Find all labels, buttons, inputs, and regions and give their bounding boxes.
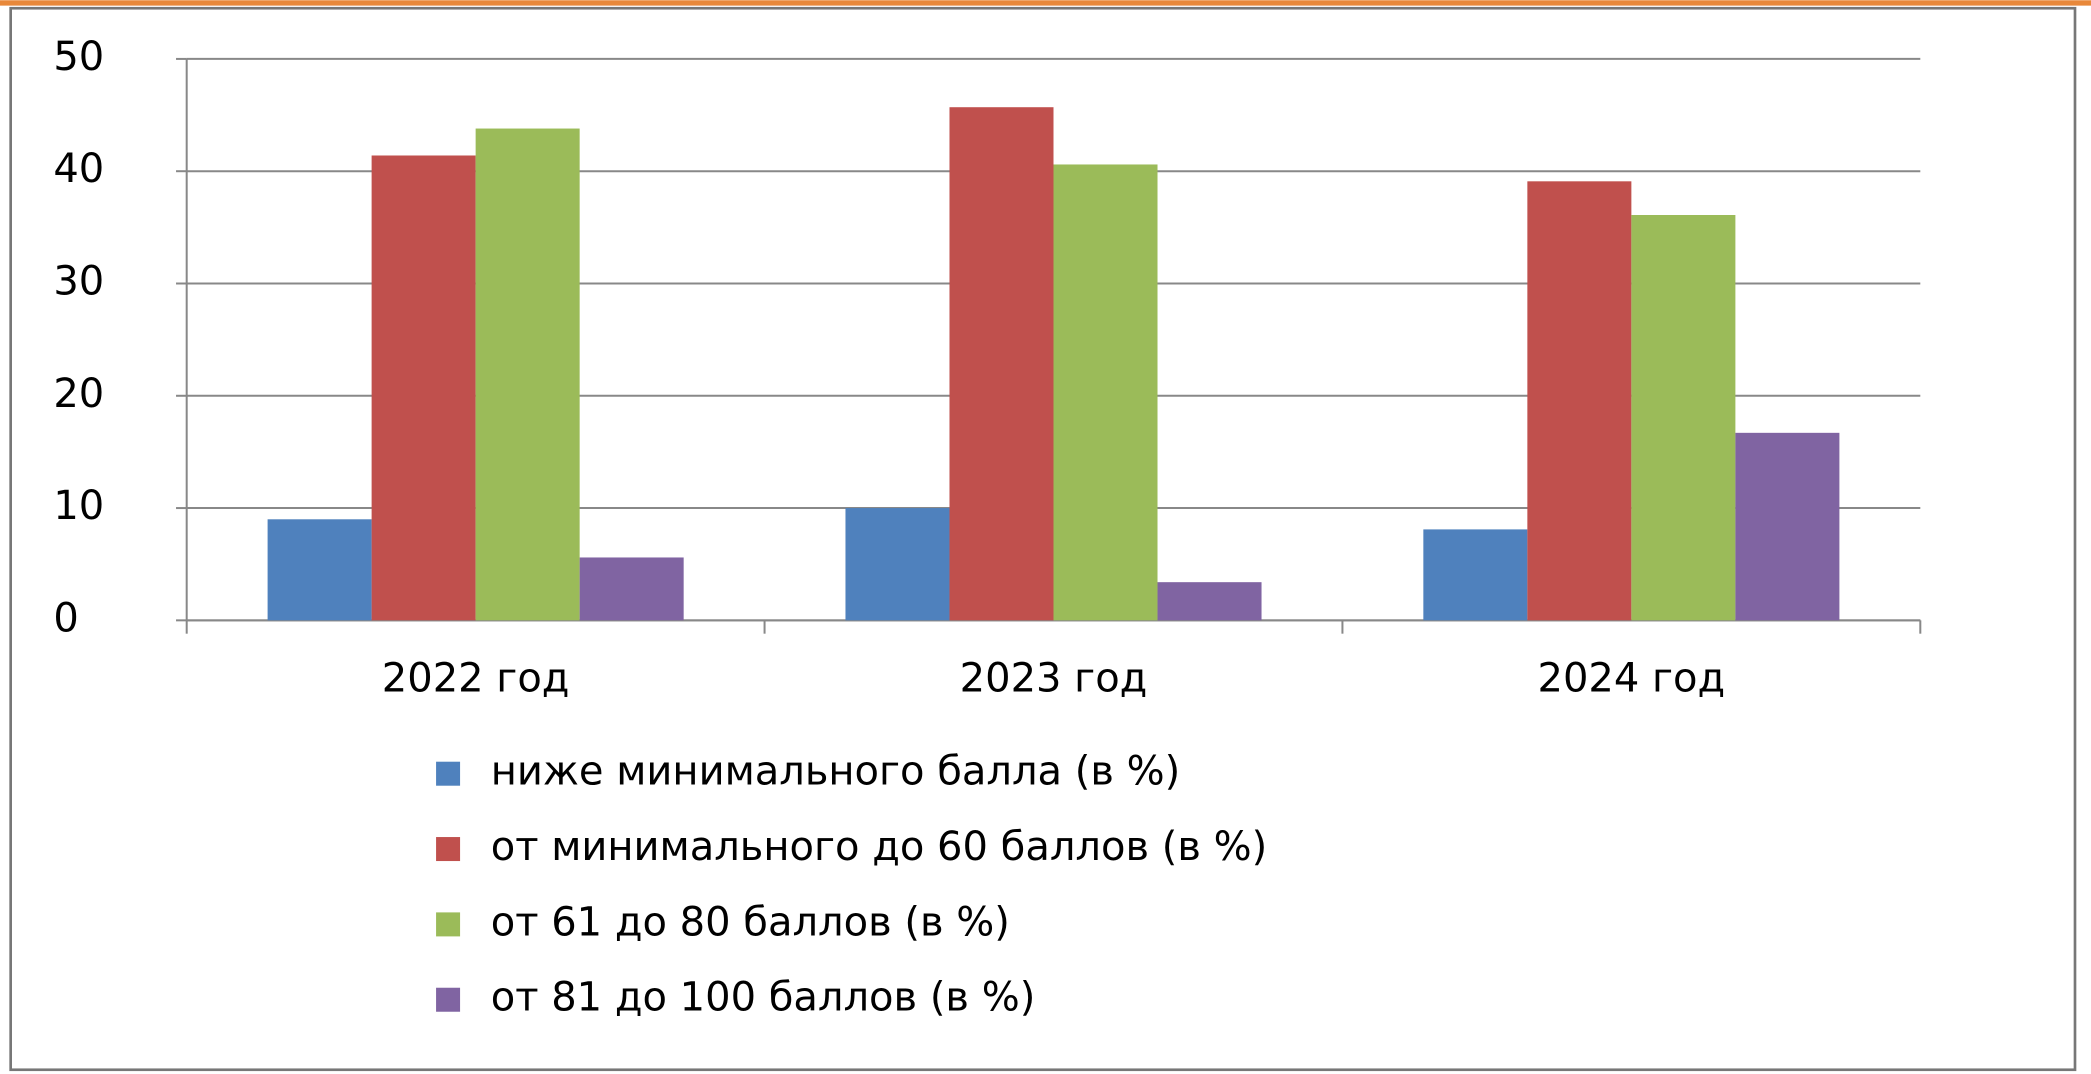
legend-swatch [436, 837, 461, 862]
bar [579, 557, 684, 621]
y-tick-label: 20 [53, 371, 104, 417]
bar [1735, 432, 1840, 621]
legend-label: от минимального до 60 баллов (в %) [491, 824, 1268, 870]
bar [1423, 529, 1528, 621]
bar [1631, 214, 1736, 621]
bar [1157, 582, 1262, 621]
y-tick-label: 50 [53, 34, 104, 80]
bar [475, 128, 580, 621]
bar [1053, 164, 1158, 621]
y-tick-label: 0 [53, 595, 78, 641]
x-tick-label: 2024 год [1538, 655, 1726, 701]
bar [267, 519, 372, 621]
y-tick-label: 10 [53, 483, 104, 529]
bar [1527, 181, 1632, 621]
bar [371, 155, 476, 621]
legend-label: ниже минимального балла (в %) [491, 749, 1181, 795]
bar [845, 508, 950, 621]
x-tick-label: 2022 год [382, 655, 570, 701]
frame [9, 6, 2077, 1072]
legend-swatch [436, 912, 461, 937]
legend-swatch [436, 761, 461, 786]
x-tick-label: 2023 год [960, 655, 1148, 701]
legend-label: от 61 до 80 баллов (в %) [491, 899, 1010, 945]
y-tick-label: 30 [53, 258, 104, 304]
y-tick-label: 40 [53, 146, 104, 192]
bar [949, 107, 1054, 621]
legend-label: от 81 до 100 баллов (в %) [491, 975, 1036, 1021]
legend-swatch [436, 987, 461, 1012]
